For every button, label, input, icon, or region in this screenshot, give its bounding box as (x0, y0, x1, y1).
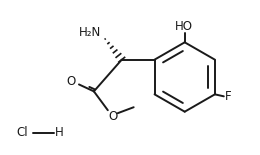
Text: Cl: Cl (17, 126, 28, 139)
Text: O: O (66, 75, 76, 88)
Text: HO: HO (175, 20, 193, 33)
Text: F: F (224, 90, 231, 103)
Text: H: H (55, 126, 64, 139)
Text: O: O (108, 110, 118, 123)
Text: H₂N: H₂N (79, 26, 101, 39)
